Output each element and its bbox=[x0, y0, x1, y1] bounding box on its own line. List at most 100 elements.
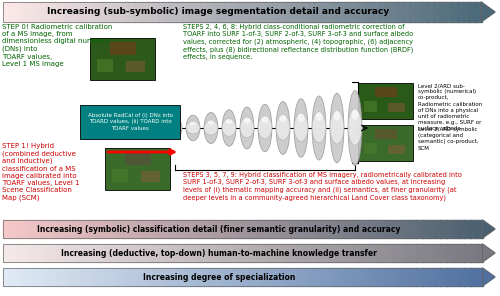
Bar bbox=[358, 83, 413, 119]
Bar bbox=[224, 220, 231, 238]
Bar bbox=[147, 220, 154, 238]
Ellipse shape bbox=[222, 110, 236, 146]
Bar bbox=[45, 244, 52, 262]
Bar bbox=[57, 268, 64, 286]
Bar bbox=[446, 220, 453, 238]
Bar bbox=[153, 268, 160, 286]
Bar bbox=[87, 268, 94, 286]
Bar bbox=[326, 268, 333, 286]
Bar bbox=[410, 268, 417, 286]
Bar bbox=[177, 220, 184, 238]
Bar bbox=[278, 220, 285, 238]
Bar bbox=[218, 268, 225, 286]
Bar bbox=[123, 268, 130, 286]
Bar bbox=[388, 145, 405, 154]
Text: STEPS 2, 4, 6, 8: Hybrid class-conditional radiometric correction of
TOARF into : STEPS 2, 4, 6, 8: Hybrid class-condition… bbox=[183, 24, 414, 60]
Bar bbox=[290, 268, 297, 286]
Bar bbox=[254, 268, 261, 286]
Bar bbox=[159, 220, 166, 238]
Bar bbox=[356, 244, 363, 262]
Ellipse shape bbox=[312, 96, 326, 160]
Bar bbox=[74, 2, 81, 22]
Ellipse shape bbox=[298, 113, 304, 122]
Bar bbox=[364, 101, 378, 112]
Ellipse shape bbox=[258, 116, 272, 139]
Bar bbox=[147, 268, 154, 286]
Bar bbox=[320, 244, 327, 262]
Bar bbox=[290, 220, 297, 238]
Bar bbox=[457, 2, 464, 22]
Bar bbox=[39, 2, 46, 22]
Bar bbox=[195, 220, 202, 238]
Bar bbox=[326, 2, 332, 22]
Bar bbox=[110, 2, 117, 22]
Bar bbox=[236, 244, 243, 262]
Ellipse shape bbox=[294, 113, 308, 141]
Ellipse shape bbox=[348, 91, 362, 165]
Polygon shape bbox=[481, 2, 495, 22]
Bar bbox=[392, 268, 399, 286]
Bar bbox=[230, 220, 237, 238]
Bar bbox=[416, 2, 422, 22]
Ellipse shape bbox=[208, 120, 214, 125]
Bar bbox=[410, 244, 417, 262]
Bar bbox=[15, 220, 22, 238]
Bar bbox=[380, 2, 386, 22]
Bar bbox=[260, 2, 266, 22]
Bar bbox=[302, 2, 308, 22]
Bar bbox=[9, 244, 16, 262]
Bar bbox=[314, 2, 320, 22]
Bar bbox=[51, 2, 58, 22]
Bar bbox=[364, 143, 378, 154]
Bar bbox=[230, 244, 237, 262]
Bar bbox=[104, 2, 111, 22]
Bar bbox=[33, 220, 40, 238]
Bar bbox=[344, 220, 351, 238]
Bar bbox=[398, 220, 405, 238]
Bar bbox=[123, 220, 130, 238]
Bar bbox=[141, 220, 148, 238]
Bar bbox=[141, 171, 160, 182]
Ellipse shape bbox=[330, 111, 344, 144]
Bar bbox=[398, 2, 404, 22]
Bar bbox=[27, 2, 34, 22]
Bar bbox=[201, 220, 207, 238]
Bar bbox=[165, 244, 172, 262]
Bar bbox=[87, 244, 94, 262]
Text: Level 2/ARD symbolic
(categorical and
semantic) co-product,
SCM: Level 2/ARD symbolic (categorical and se… bbox=[418, 127, 478, 151]
Bar bbox=[3, 268, 482, 286]
Bar bbox=[284, 220, 291, 238]
Bar bbox=[422, 220, 429, 238]
Bar bbox=[344, 244, 351, 262]
Bar bbox=[81, 244, 87, 262]
Bar bbox=[356, 220, 363, 238]
Bar bbox=[266, 2, 272, 22]
Bar bbox=[463, 2, 469, 22]
Bar bbox=[272, 220, 279, 238]
Bar bbox=[96, 59, 113, 72]
Bar bbox=[135, 244, 141, 262]
Bar bbox=[105, 244, 112, 262]
Ellipse shape bbox=[294, 99, 308, 157]
Bar bbox=[21, 220, 28, 238]
Bar bbox=[374, 87, 396, 97]
Ellipse shape bbox=[168, 123, 182, 133]
Bar bbox=[218, 244, 225, 262]
Bar bbox=[326, 220, 333, 238]
Bar bbox=[254, 220, 261, 238]
Bar bbox=[218, 220, 225, 238]
Bar bbox=[111, 268, 117, 286]
Bar bbox=[27, 268, 34, 286]
Bar bbox=[80, 105, 180, 139]
Ellipse shape bbox=[352, 109, 358, 120]
Ellipse shape bbox=[276, 102, 290, 155]
Bar bbox=[206, 220, 213, 238]
Bar bbox=[452, 268, 459, 286]
Bar bbox=[200, 2, 206, 22]
Ellipse shape bbox=[334, 110, 340, 120]
Bar bbox=[314, 220, 321, 238]
Bar bbox=[75, 220, 82, 238]
Bar bbox=[434, 220, 441, 238]
Ellipse shape bbox=[262, 116, 268, 123]
Bar bbox=[296, 244, 303, 262]
